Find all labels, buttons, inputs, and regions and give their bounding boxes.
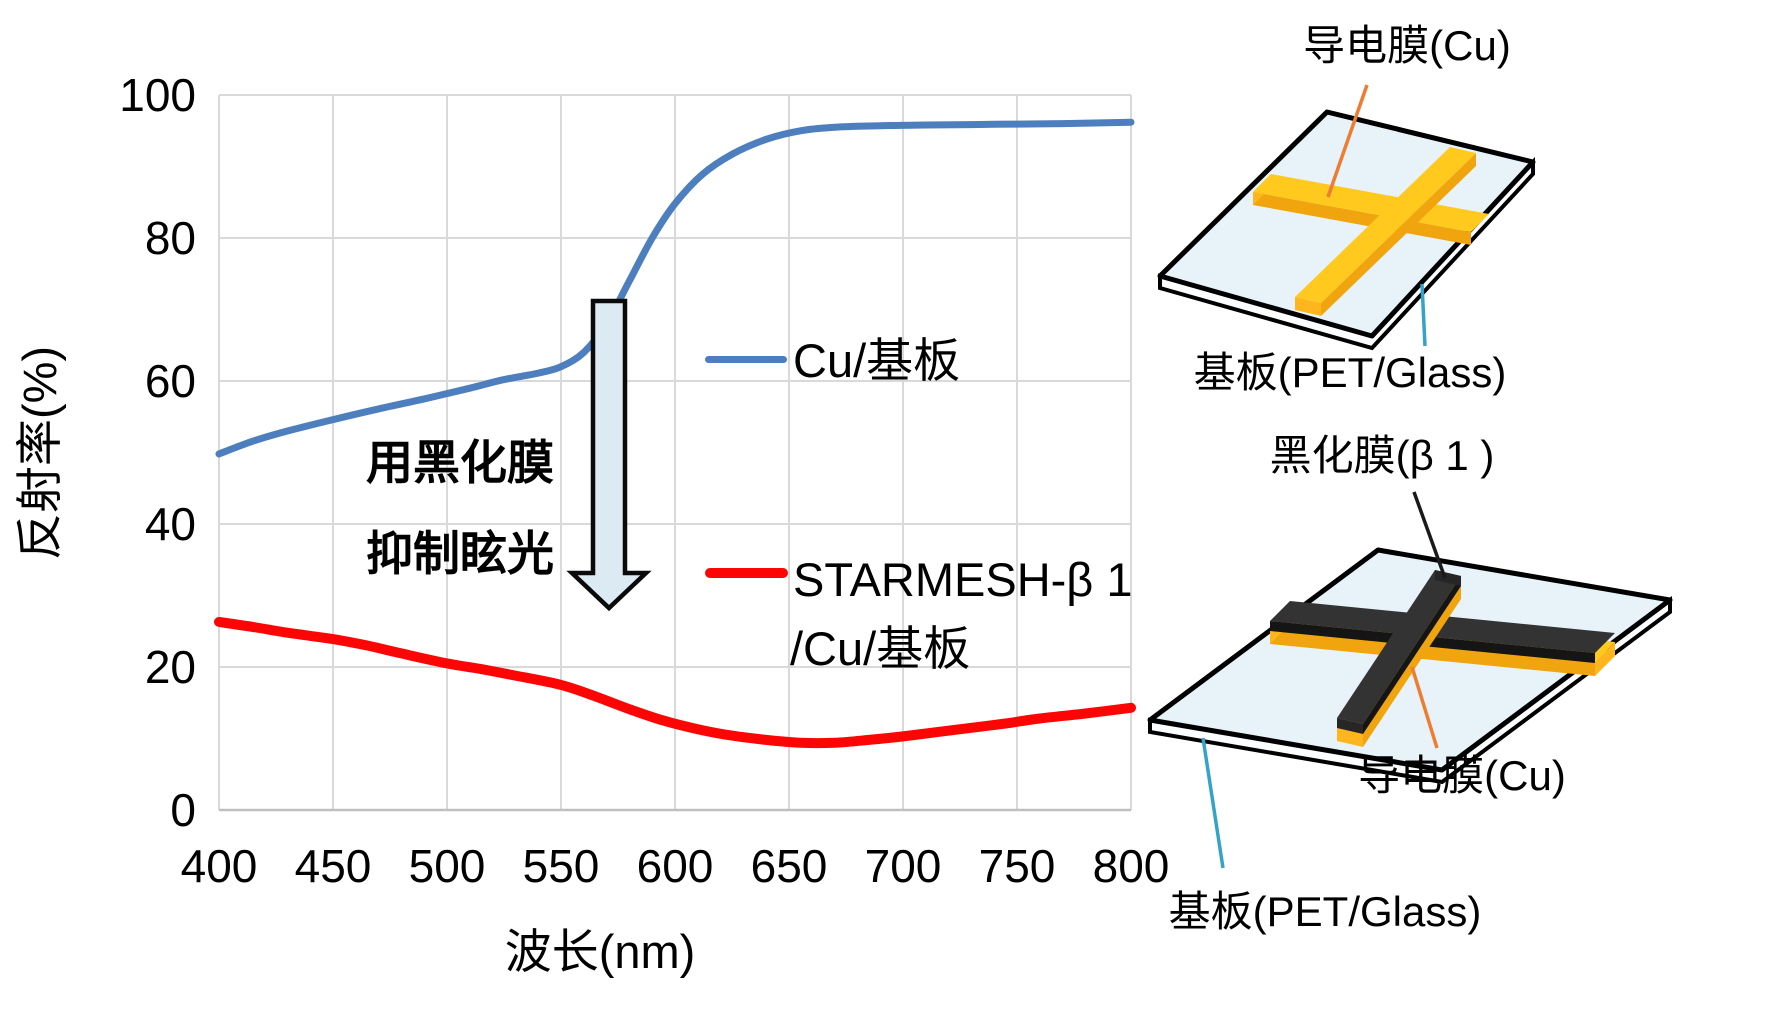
chart-gridlines <box>218 94 1132 812</box>
diagram-top-cu-on-substrate <box>1157 84 1536 351</box>
blackening-bar-v-endcap-bottom <box>1337 718 1363 734</box>
cu-bar-v-top <box>1295 147 1476 303</box>
cu-bar-h-top <box>1253 174 1489 232</box>
y-tick-label-20: 20 <box>144 641 196 693</box>
label-blackening-film: 黑化膜(β 1 ) <box>1269 432 1495 479</box>
label-conductive-film-top: 导电膜(Cu) <box>1303 22 1511 69</box>
x-tick-label-700: 700 <box>864 840 942 892</box>
cu-bar-v-side <box>1363 585 1461 747</box>
annotation-line-2: 抑制眩光 <box>366 527 554 580</box>
leader-conductive-film-top <box>1326 84 1369 198</box>
label-conductive-film-bottom: 导电膜(Cu) <box>1358 752 1566 799</box>
y-tick-label-60: 60 <box>144 355 196 407</box>
leader-substrate-bottom <box>1201 737 1225 869</box>
leader-conductive-film-bottom <box>1410 666 1439 749</box>
legend-label-cu-substrate: Cu/基板 <box>793 334 961 387</box>
blackening-bar-v-side <box>1363 576 1461 734</box>
leader-substrate-top <box>1420 283 1427 347</box>
blackening-bar-h-top <box>1270 601 1615 653</box>
legend-label-starmesh-line1: STARMESH-β 1 <box>793 553 1133 606</box>
label-substrate-bottom: 基板(PET/Glass) <box>1168 888 1482 935</box>
legend-label-starmesh-line2: /Cu/基板 <box>790 622 971 675</box>
series-line-starmesh <box>214 616 1136 749</box>
cu-bar-h-front <box>1253 192 1471 245</box>
x-tick-label-600: 600 <box>636 840 714 892</box>
leader-blackening-film <box>1412 491 1447 579</box>
y-tick-label-40: 40 <box>144 498 196 550</box>
x-tick-label-800: 800 <box>1092 840 1170 892</box>
annotation-line-1: 用黑化膜 <box>366 436 554 489</box>
y-axis-title: 反射率(%) <box>13 345 66 561</box>
x-tick-label-650: 650 <box>750 840 828 892</box>
diagram-bottom-blackened-cu-on-substrate <box>1147 491 1673 869</box>
x-tick-label-550: 550 <box>522 840 600 892</box>
x-tick-label-400: 400 <box>180 840 258 892</box>
blackening-bar-v-top <box>1337 570 1461 724</box>
cu-bar-h-endcap-right <box>1595 642 1615 676</box>
x-tick-label-450: 450 <box>294 840 372 892</box>
legend-swatch-starmesh <box>705 568 788 578</box>
x-tick-label-750: 750 <box>978 840 1056 892</box>
cu-bar-h-front <box>1270 630 1595 676</box>
cu-bar-v-side <box>1321 153 1476 316</box>
y-tick-label-100: 100 <box>119 69 196 121</box>
blackening-bar-v-endcap-top <box>1435 570 1461 586</box>
label-substrate-top: 基板(PET/Glass) <box>1193 349 1507 396</box>
down-block-arrow-icon <box>566 298 652 612</box>
y-tick-label-0: 0 <box>170 784 196 836</box>
x-tick-label-500: 500 <box>408 840 486 892</box>
series-line-cu-substrate <box>215 118 1135 458</box>
y-tick-label-80: 80 <box>144 212 196 264</box>
cu-bar-v-endcap <box>1295 297 1321 316</box>
x-axis-title: 波长(nm) <box>504 925 696 978</box>
legend-swatch-cu-substrate <box>705 356 787 363</box>
